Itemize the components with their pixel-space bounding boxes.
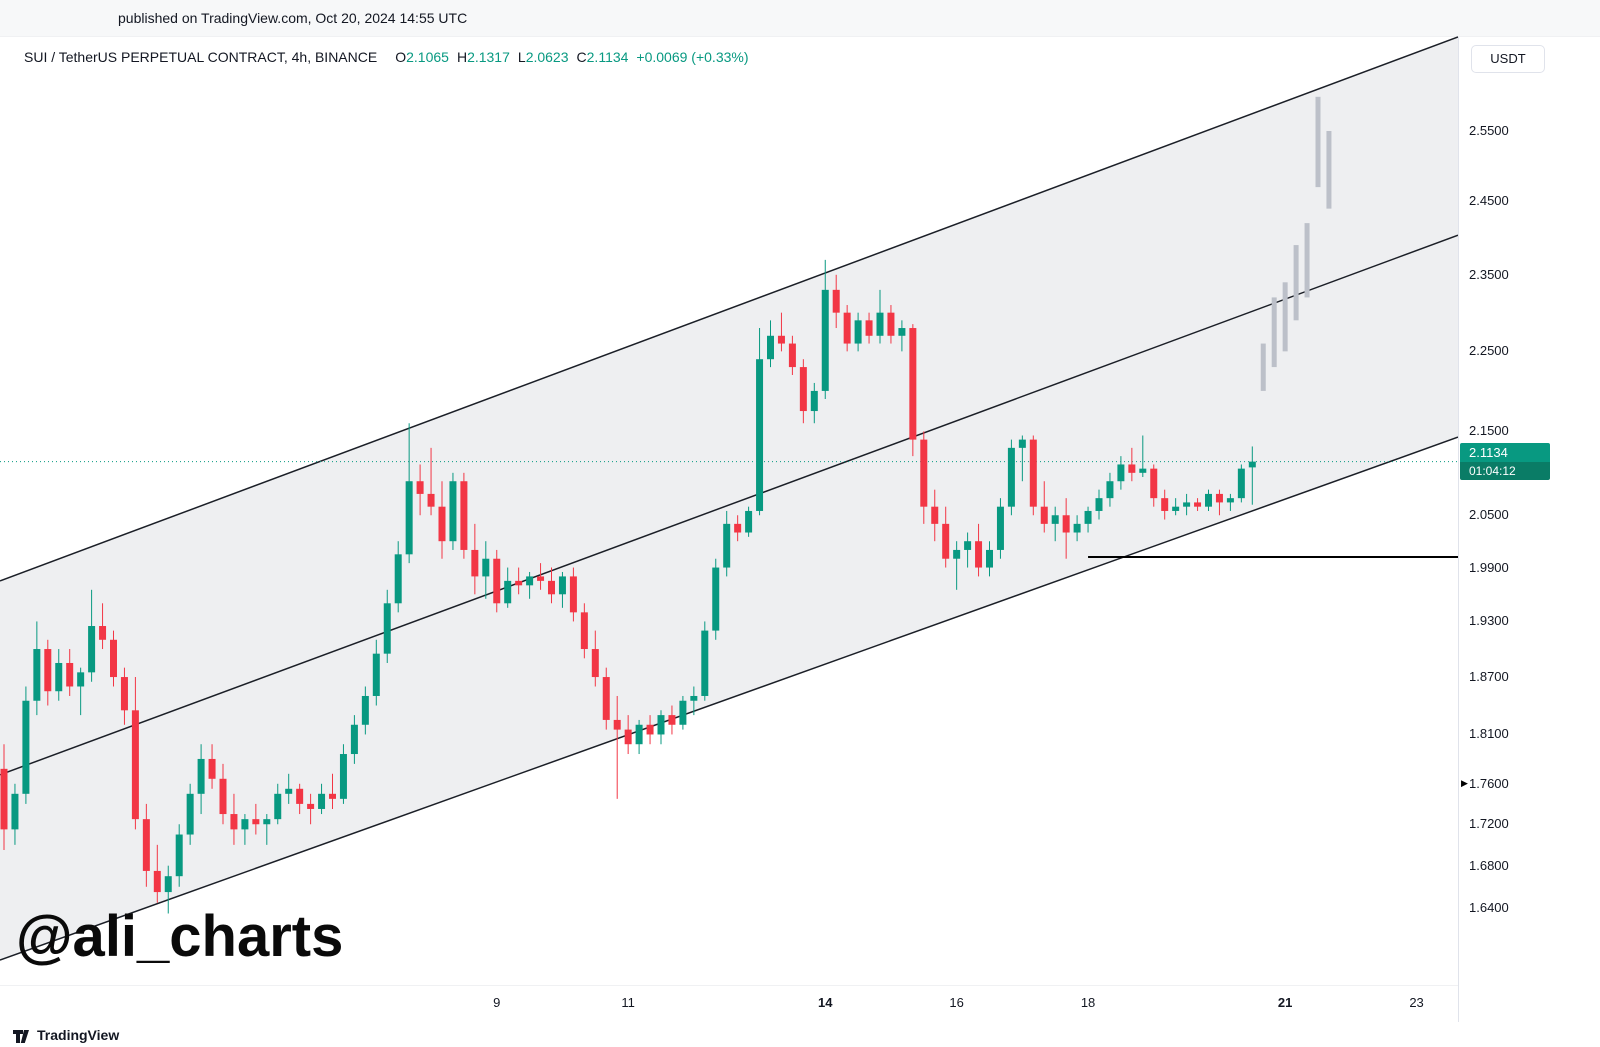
price-axis[interactable]: USDT 2.5500 2.4500 2.3500 2.2500 2.1500 2.050… bbox=[1458, 37, 1600, 1025]
price-tick-label: 1.8100 bbox=[1469, 726, 1509, 742]
time-tick-label: 14 bbox=[818, 995, 833, 1010]
time-tick-label: 21 bbox=[1277, 995, 1293, 1010]
ohlc-value: 2.0623 bbox=[525, 49, 569, 65]
currency-unit-button[interactable]: USDT bbox=[1471, 45, 1545, 73]
current-price-value: 2.1134 bbox=[1460, 442, 1550, 462]
price-tick-label: 2.3500 bbox=[1469, 266, 1509, 282]
time-axis[interactable]: 9 11 14 16 18 21 23 bbox=[0, 985, 1458, 1022]
ohlc-label: H bbox=[456, 49, 468, 65]
price-tick-label: 1.9300 bbox=[1469, 613, 1509, 629]
axis-arrow-marker-icon: ▶ bbox=[1461, 777, 1468, 788]
ohlc-value: 2.1065 bbox=[406, 49, 449, 65]
time-tick-label: 9 bbox=[493, 995, 501, 1010]
tradingview-brand-label[interactable]: TradingView bbox=[37, 1026, 120, 1043]
ohlc-label: L bbox=[517, 49, 526, 65]
tradingview-logo-icon[interactable] bbox=[12, 1026, 30, 1044]
symbol-ohlc-header[interactable]: SUI / TetherUS PERPETUAL CONTRACT, 4h, B… bbox=[24, 49, 749, 65]
price-tick-label: 1.7600 bbox=[1469, 775, 1509, 791]
bar-countdown: 01:04:12 bbox=[1460, 461, 1550, 480]
price-tick-label: 2.0500 bbox=[1469, 507, 1509, 523]
price-tick-label: 2.1500 bbox=[1469, 423, 1509, 439]
ohlc-label: C bbox=[576, 49, 587, 65]
published-bar: published on TradingView.com, Oct 20, 20… bbox=[0, 0, 1600, 37]
time-tick-label: 23 bbox=[1409, 995, 1424, 1010]
time-tick-label: 16 bbox=[949, 995, 964, 1010]
published-text: published on TradingView.com, Oct 20, 20… bbox=[118, 10, 468, 26]
ohlc-label: O bbox=[395, 49, 407, 65]
price-tick-label: 2.4500 bbox=[1469, 193, 1509, 209]
price-tick-label: 1.6400 bbox=[1469, 900, 1509, 916]
candlestick-plot[interactable] bbox=[0, 0, 1458, 1047]
price-tick-label: 1.6800 bbox=[1469, 857, 1509, 873]
watermark-text: @ali_charts bbox=[16, 904, 344, 969]
ohlc-value: 2.1317 bbox=[467, 49, 510, 65]
footer-bar: TradingView bbox=[0, 1022, 1600, 1047]
time-tick-label: 18 bbox=[1080, 995, 1096, 1010]
symbol-title[interactable]: SUI / TetherUS PERPETUAL CONTRACT, 4h, B… bbox=[24, 49, 378, 65]
ohlc-values: O2.1065 H2.1317 L2.0623 C2.1134 +0.0069 (+0.… bbox=[387, 49, 748, 65]
ohlc-value: 2.1134 bbox=[586, 49, 629, 65]
price-tick-label: 1.9900 bbox=[1469, 559, 1509, 575]
price-tick-label: 1.8700 bbox=[1469, 669, 1509, 685]
price-tick-label: 2.5500 bbox=[1469, 123, 1509, 138]
price-tick-label: 2.2500 bbox=[1469, 343, 1509, 359]
time-tick-label: 11 bbox=[621, 995, 635, 1010]
ohlc-change: +0.0069 (+0.33%) bbox=[636, 49, 749, 65]
current-price-badge: 2.1134 01:04:12 bbox=[1460, 442, 1550, 480]
price-chart[interactable]: SUI / TetherUS PERPETUAL CONTRACT, 4h, B… bbox=[0, 0, 1458, 1047]
price-tick-label: 1.7200 bbox=[1469, 816, 1509, 832]
